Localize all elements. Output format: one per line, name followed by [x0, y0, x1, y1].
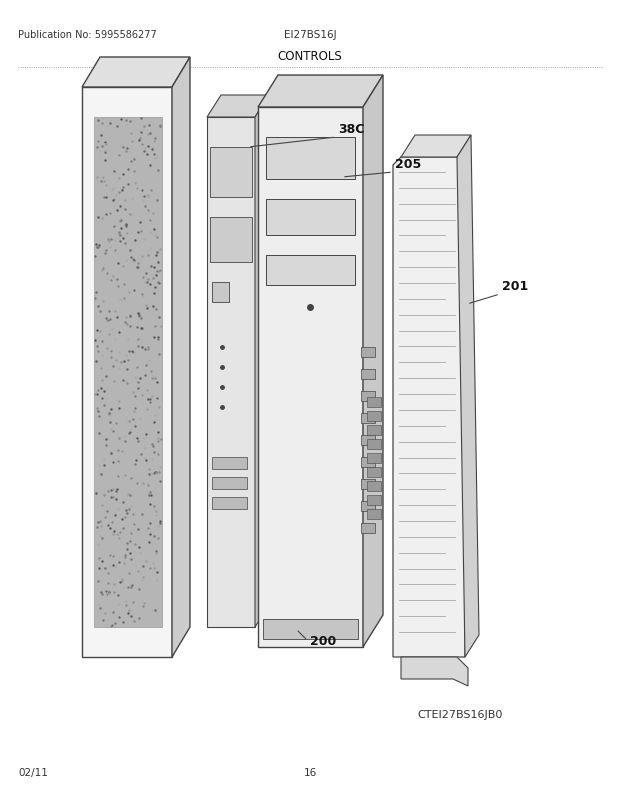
- Text: eplacementmentParts.com: eplacementmentParts.com: [235, 424, 385, 435]
- Polygon shape: [361, 391, 375, 402]
- Polygon shape: [258, 76, 383, 107]
- Polygon shape: [255, 96, 269, 627]
- Polygon shape: [258, 107, 363, 647]
- Polygon shape: [367, 398, 381, 407]
- Polygon shape: [207, 96, 269, 118]
- Text: 16: 16: [303, 767, 317, 777]
- Polygon shape: [210, 148, 252, 198]
- Text: 201: 201: [502, 280, 528, 293]
- Polygon shape: [212, 497, 247, 509]
- Polygon shape: [367, 426, 381, 435]
- Text: CONTROLS: CONTROLS: [278, 50, 342, 63]
- Polygon shape: [361, 370, 375, 379]
- Polygon shape: [367, 481, 381, 492]
- Text: CTEI27BS16JB0: CTEI27BS16JB0: [417, 709, 503, 719]
- Polygon shape: [401, 657, 468, 687]
- Polygon shape: [212, 282, 229, 302]
- Text: EI27BS16J: EI27BS16J: [284, 30, 336, 40]
- Polygon shape: [367, 468, 381, 477]
- Polygon shape: [172, 58, 190, 657]
- Polygon shape: [361, 347, 375, 358]
- Polygon shape: [361, 480, 375, 489]
- Polygon shape: [401, 136, 471, 158]
- Polygon shape: [361, 501, 375, 512]
- Polygon shape: [457, 136, 479, 657]
- Text: Publication No: 5995586277: Publication No: 5995586277: [18, 30, 157, 40]
- Polygon shape: [361, 414, 375, 423]
- Polygon shape: [367, 439, 381, 449]
- Text: 200: 200: [310, 634, 336, 647]
- Polygon shape: [212, 457, 247, 469]
- Polygon shape: [367, 453, 381, 464]
- Polygon shape: [367, 509, 381, 520]
- Text: 38C: 38C: [338, 123, 365, 136]
- Text: 205: 205: [395, 158, 421, 171]
- Polygon shape: [361, 435, 375, 445]
- Text: 02/11: 02/11: [18, 767, 48, 777]
- Polygon shape: [210, 217, 252, 263]
- Polygon shape: [207, 118, 255, 627]
- Polygon shape: [361, 524, 375, 533]
- Polygon shape: [367, 496, 381, 505]
- Polygon shape: [263, 619, 358, 639]
- Bar: [94, 118, 162, 627]
- Polygon shape: [82, 88, 172, 657]
- Polygon shape: [82, 58, 190, 88]
- Polygon shape: [361, 457, 375, 468]
- Polygon shape: [266, 200, 355, 236]
- Polygon shape: [266, 138, 355, 180]
- Polygon shape: [393, 158, 465, 657]
- Polygon shape: [266, 256, 355, 286]
- Polygon shape: [363, 76, 383, 647]
- Polygon shape: [212, 477, 247, 489]
- Polygon shape: [367, 411, 381, 422]
